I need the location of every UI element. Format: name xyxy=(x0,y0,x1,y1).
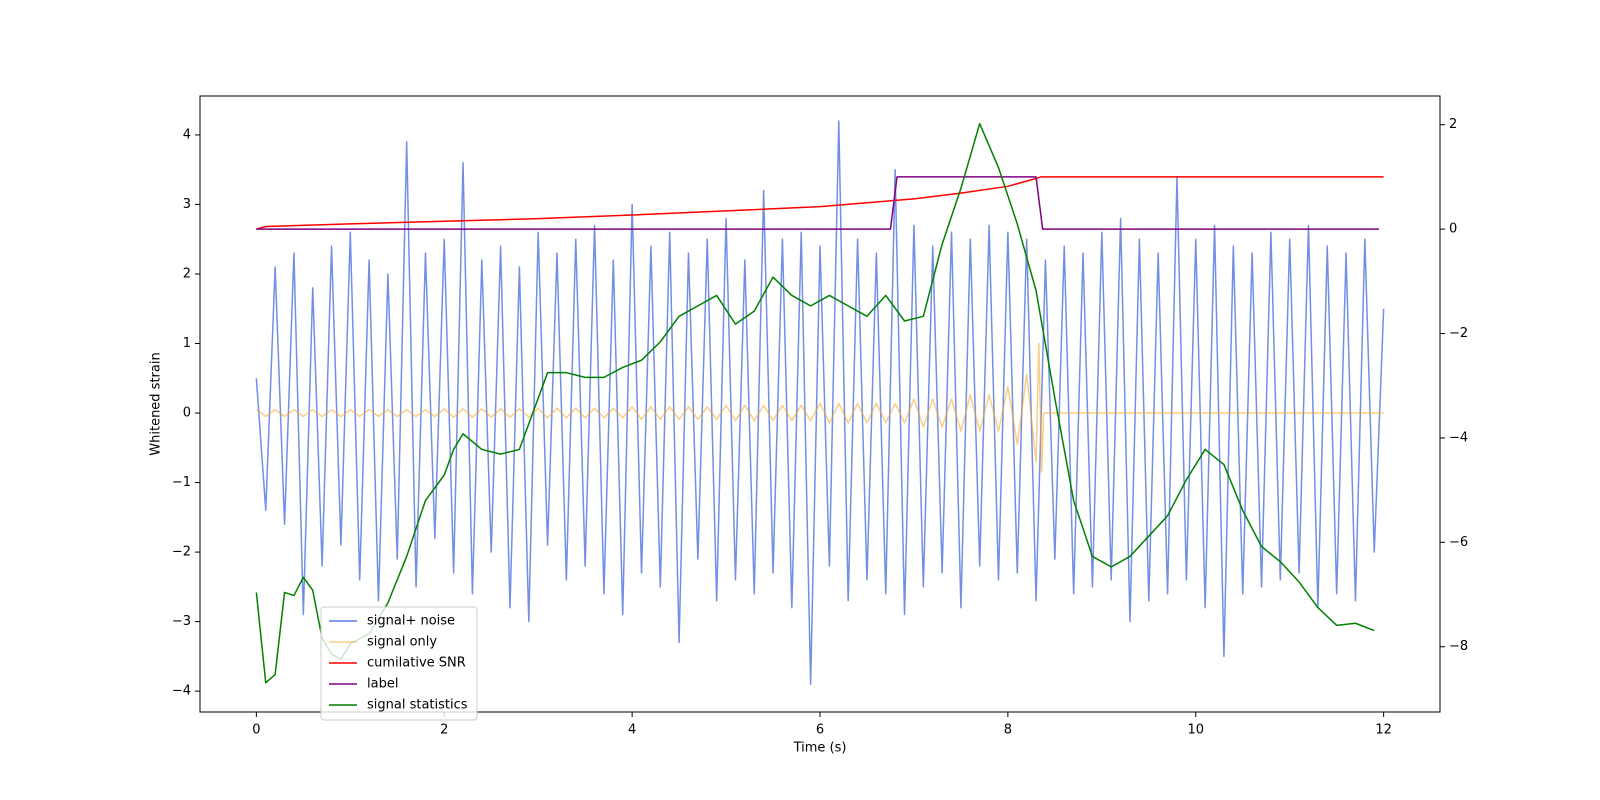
y2-tick-label: 2 xyxy=(1449,117,1457,132)
x-tick-label: 10 xyxy=(1187,723,1204,738)
x-tick-label: 2 xyxy=(440,723,448,738)
x-tick-label: 8 xyxy=(1004,723,1012,738)
y-tick-label: 1 xyxy=(183,336,191,351)
legend-label: signal+ noise xyxy=(367,614,455,629)
legend-box xyxy=(320,606,478,721)
series-line xyxy=(255,342,1384,473)
y-tick-label: −2 xyxy=(172,545,191,560)
legend-label: label xyxy=(367,677,398,692)
y-tick-label: 3 xyxy=(183,197,191,212)
y2-tick-label: −2 xyxy=(1449,326,1468,341)
y-tick-label: −1 xyxy=(172,475,191,490)
x-tick-label: 4 xyxy=(628,723,636,738)
y-tick-label: −4 xyxy=(172,684,191,699)
x-axis-label: Time (s) xyxy=(793,741,847,756)
y-tick-label: 2 xyxy=(183,266,191,281)
legend: signal+ noise signal only cumilative SNR la… xyxy=(320,606,478,721)
series-line xyxy=(256,176,1384,230)
legend-label: cumilative SNR xyxy=(367,656,466,671)
y-tick-label: −3 xyxy=(172,614,191,629)
y2-tick-label: −4 xyxy=(1449,430,1468,445)
x-tick-label: 12 xyxy=(1375,723,1392,738)
legend-label: signal statistics xyxy=(367,698,468,713)
series-line xyxy=(255,120,1385,685)
x-tick-label: 6 xyxy=(816,723,824,738)
y-axis-label: Whitened strain xyxy=(149,352,164,455)
series-line xyxy=(256,176,1379,230)
y2-tick-label: −8 xyxy=(1449,639,1468,654)
y-tick-label: 0 xyxy=(183,406,191,421)
x-tick-label: 0 xyxy=(252,723,260,738)
legend-label: signal only xyxy=(367,635,437,650)
plot-area xyxy=(255,120,1385,685)
y-tick-label: 4 xyxy=(183,127,191,142)
y2-tick-label: 0 xyxy=(1449,222,1457,237)
y2-tick-label: −6 xyxy=(1449,535,1468,550)
